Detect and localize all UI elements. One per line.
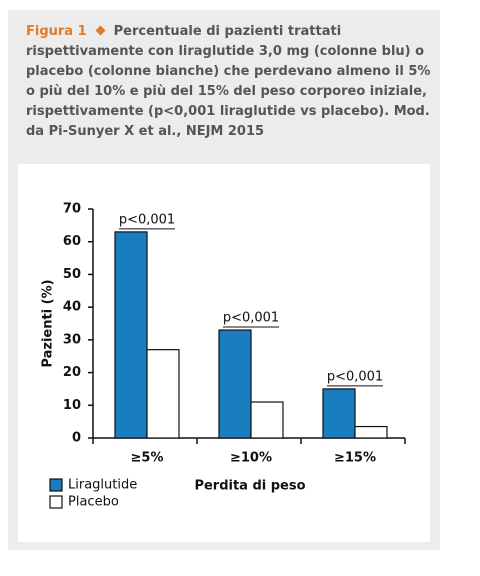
bar bbox=[354, 425, 388, 439]
x-tick-label: ≥15% bbox=[334, 451, 376, 466]
y-axis-label: Pazienti (%) bbox=[41, 279, 56, 367]
y-tick-label: 40 bbox=[63, 300, 81, 315]
annotation: p<0,001 bbox=[223, 311, 279, 326]
x-tick-label: ≥10% bbox=[230, 451, 272, 466]
annotation: p<0,001 bbox=[119, 212, 175, 227]
annotation: p<0,001 bbox=[327, 369, 383, 384]
x-tick-label: ≥5% bbox=[131, 451, 164, 466]
y-tick-label: 30 bbox=[63, 332, 81, 347]
caption-text: Percentuale di pazienti trattati rispett… bbox=[26, 24, 431, 139]
legend-label: Placebo bbox=[68, 495, 119, 510]
x-axis-label: Perdita di peso bbox=[194, 479, 305, 494]
bar bbox=[322, 388, 356, 439]
y-tick-label: 50 bbox=[63, 267, 81, 282]
figure-label: Figura 1 bbox=[26, 24, 87, 39]
bar bbox=[114, 231, 148, 439]
y-tick-label: 70 bbox=[63, 202, 81, 217]
caption: Figura 1 Percentuale di pazienti trattati… bbox=[26, 22, 438, 142]
bar bbox=[250, 401, 284, 439]
y-tick-label: 60 bbox=[63, 234, 81, 249]
legend-swatch bbox=[49, 495, 63, 509]
legend-label: Liraglutide bbox=[68, 478, 137, 493]
bar bbox=[146, 349, 180, 439]
y-tick-label: 10 bbox=[63, 398, 81, 413]
bar bbox=[218, 329, 252, 439]
y-tick-label: 20 bbox=[63, 365, 81, 380]
legend-swatch bbox=[49, 478, 63, 492]
y-tick-label: 0 bbox=[72, 431, 81, 446]
